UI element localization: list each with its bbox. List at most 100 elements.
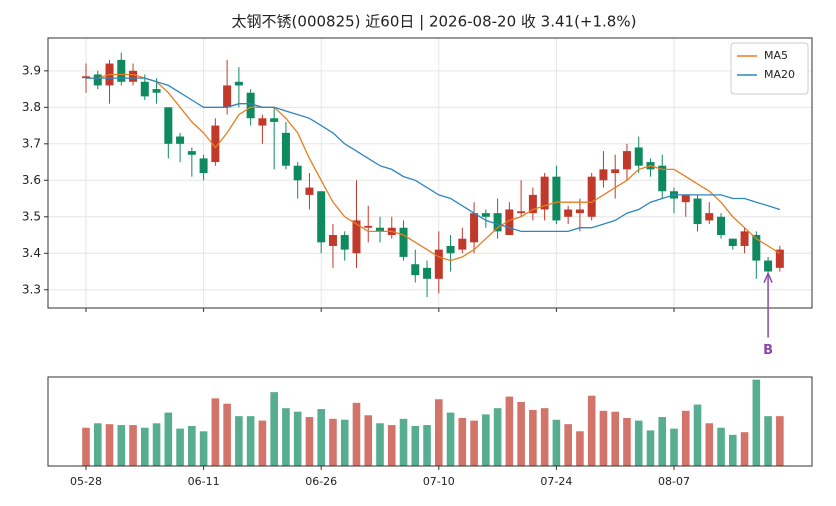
annotation-label: B [763, 343, 773, 358]
volume-bar [352, 402, 361, 466]
candle-body [611, 169, 620, 173]
candle-body [199, 158, 208, 173]
volume-bar [646, 430, 655, 466]
volume-bar [458, 417, 467, 466]
volume-bar [693, 404, 702, 466]
candle-body [223, 85, 232, 108]
volume-bar [293, 411, 302, 466]
volume-bar [505, 396, 514, 466]
volume-bar [246, 416, 255, 466]
x-tick-label: 07-24 [540, 475, 572, 488]
chart-title: 太钢不锈(000825) 近60日 | 2026-08-20 收 3.41(+1… [232, 13, 637, 31]
candle-body [764, 260, 773, 272]
candle-body [411, 264, 420, 276]
candle-body [140, 81, 149, 97]
candle-body [434, 249, 443, 279]
candle-body [728, 238, 737, 246]
volume-bar [82, 427, 90, 466]
candle-body [681, 194, 690, 203]
candle-body [281, 132, 290, 166]
candle-body [740, 231, 749, 246]
volume-frame [47, 376, 813, 467]
volume-bar [188, 425, 196, 466]
legend-label: MA5 [764, 49, 788, 62]
volume-bar [399, 418, 408, 466]
x-tick-label: 06-26 [305, 475, 337, 488]
volume-bar [317, 409, 325, 466]
candle-body [493, 213, 502, 232]
volume-bar [776, 416, 784, 466]
candle-body [693, 198, 702, 225]
volume-bar [658, 417, 667, 466]
volume-bar [340, 419, 349, 466]
candle-body [717, 216, 726, 236]
candle-body [376, 227, 384, 232]
volume-bar [364, 415, 373, 466]
candle-body [575, 209, 584, 214]
volume-bar [634, 420, 643, 466]
candle-body [211, 125, 220, 163]
y-tick-label: 3.3 [22, 282, 41, 296]
legend-label: MA20 [764, 68, 795, 81]
y-tick-label: 3.7 [22, 136, 41, 150]
volume-bar [199, 431, 208, 466]
volume-bar [470, 420, 478, 466]
x-tick-label: 08-07 [658, 475, 690, 488]
candle-body [305, 187, 314, 195]
candle-body [564, 209, 573, 217]
candle-body [93, 74, 102, 86]
volume-bar [376, 423, 384, 466]
volume-bar [611, 411, 619, 466]
volume-bar [176, 428, 184, 466]
x-tick-label: 05-28 [70, 475, 102, 488]
candle-body [775, 249, 784, 268]
volume-bar [517, 401, 525, 466]
volume-bar [129, 425, 137, 466]
x-tick-label: 07-10 [423, 475, 455, 488]
volume-bar [117, 425, 126, 466]
candle-body [587, 176, 596, 217]
y-tick-label: 3.6 [22, 173, 41, 187]
candle-body [234, 81, 243, 86]
volume-bar [587, 395, 596, 466]
volume-bar [211, 398, 220, 466]
candle-body [340, 235, 349, 250]
candle-body [481, 213, 490, 217]
y-tick-label: 3.4 [22, 246, 41, 260]
candle-body [622, 151, 631, 170]
volume-bar [329, 418, 337, 466]
volume-bar [681, 410, 690, 466]
candle-body [470, 213, 479, 243]
volume-bar [223, 403, 231, 466]
volume-bar [717, 427, 725, 466]
volume-bar [423, 425, 431, 466]
volume-bar [729, 434, 737, 466]
ma-line [86, 73, 781, 262]
volume-bar [764, 416, 772, 466]
volume-bar [141, 427, 149, 466]
volume-bar [235, 416, 243, 466]
y-tick-label: 3.8 [22, 100, 41, 114]
candle-body [423, 267, 432, 279]
volume-bar [435, 399, 443, 466]
candle-body [399, 227, 408, 257]
volume-bar [599, 410, 608, 466]
candle-body [505, 209, 514, 236]
y-tick-label: 3.9 [22, 63, 41, 77]
volume-bar [282, 408, 290, 466]
candle-body [517, 211, 526, 214]
plot-frame [47, 37, 813, 309]
candle-body [446, 245, 455, 254]
candle-body [705, 213, 714, 221]
volume-bar [493, 408, 502, 466]
volume-bar [540, 408, 549, 466]
volume-bar [93, 423, 102, 466]
volume-bar [270, 392, 278, 466]
candle-body [246, 92, 255, 119]
volume-bar [552, 419, 561, 466]
candle-body [270, 118, 279, 122]
volume-bar [387, 425, 396, 466]
candle-body [129, 70, 138, 82]
candle-body [552, 176, 561, 221]
